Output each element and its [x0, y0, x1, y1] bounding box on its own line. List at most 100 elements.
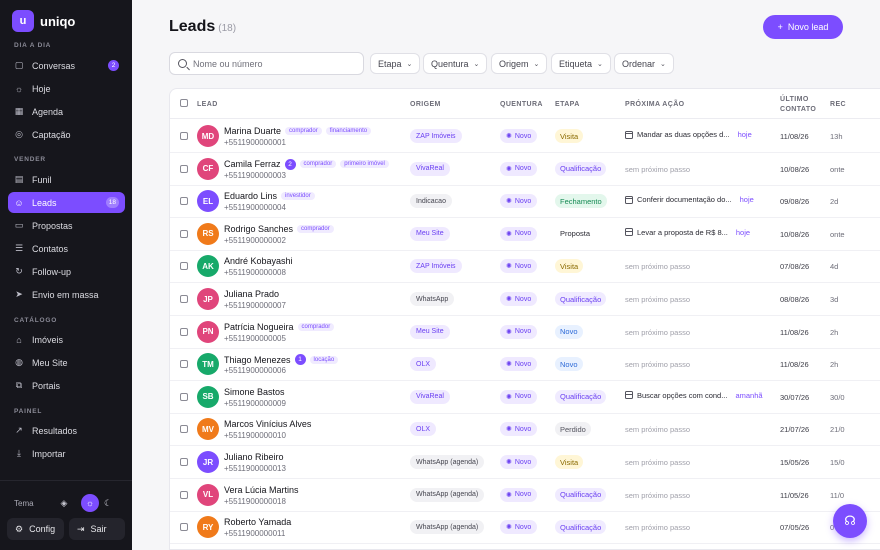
quentura-badge[interactable]: ✺ Novo — [500, 455, 538, 469]
row-checkbox[interactable] — [180, 164, 188, 173]
etapa-badge[interactable]: Novo — [555, 357, 583, 372]
sidebar-item-conversas[interactable]: ▢ Conversas 2 — [8, 55, 125, 76]
etapa-badge[interactable]: Qualificação — [555, 292, 607, 306]
row-checkbox[interactable] — [180, 197, 188, 206]
sidebar-item-imoveis[interactable]: ⌂ Imóveis — [8, 329, 125, 350]
column-lead[interactable]: LEAD — [197, 101, 218, 108]
filter-etapa[interactable]: Etapa ⌄ — [370, 53, 421, 74]
column-proxima-acao[interactable]: PRÓXIMA AÇÃO — [625, 101, 685, 108]
table-row[interactable]: AK André Kobayashi +5511900000008 ZAP Imóve… — [170, 250, 880, 284]
quentura-badge[interactable]: ✺ Novo — [500, 389, 538, 404]
lead-name[interactable]: Camila Ferraz — [224, 159, 281, 170]
row-checkbox[interactable] — [180, 132, 188, 140]
sidebar-item-captacao[interactable]: ◎ Captação — [8, 124, 125, 145]
quentura-badge[interactable]: ✺ Novo — [500, 487, 538, 502]
row-checkbox[interactable] — [180, 262, 188, 271]
column-ultimo-contato-bottom[interactable]: CONTATO — [780, 106, 817, 113]
lead-name[interactable]: Juliano Ribeiro — [224, 452, 284, 462]
etapa-badge[interactable]: Visita — [555, 129, 584, 143]
table-row[interactable]: RY Roberto Yamada +5511900000011 WhatsApp (… — [170, 511, 880, 545]
quentura-badge[interactable]: ✺ Novo — [500, 161, 538, 176]
sidebar-item-resultados[interactable]: ↗ Resultados — [8, 420, 125, 441]
etapa-badge[interactable]: Qualificação — [555, 389, 607, 404]
quentura-badge[interactable]: ✺ Novo — [500, 194, 538, 209]
quentura-badge[interactable]: ✺ Novo — [500, 422, 538, 437]
lead-name[interactable]: Juliana Prado — [224, 289, 280, 299]
search-input[interactable] — [193, 58, 353, 69]
etapa-badge[interactable]: Fechamento — [555, 194, 607, 209]
table-row[interactable]: RS Rodrigo Sanches comprador +5511900000002… — [170, 218, 880, 251]
sidebar-item-agenda[interactable]: ▦ Agenda — [8, 101, 125, 122]
lead-name[interactable]: Simone Bastos — [224, 386, 285, 397]
table-row[interactable]: JP Juliana Prado +5511900000007 WhatsApp ✺ No… — [170, 283, 880, 316]
lead-name[interactable]: Vera Lúcia Martins — [224, 484, 299, 495]
sidebar-item-envio-em-massa[interactable]: ➤ Envio em massa — [8, 284, 125, 305]
table-row[interactable]: SB Simone Bastos +5511900000009 VivaReal ✺ No… — [170, 381, 880, 414]
etapa-badge[interactable]: Visita — [555, 455, 584, 469]
table-row[interactable]: JR Juliano Ribeiro +5511900000013 WhatsApp … — [170, 446, 880, 479]
quentura-badge[interactable]: ✺ Novo — [500, 520, 538, 535]
etapa-badge[interactable]: Proposta — [555, 226, 596, 241]
row-checkbox[interactable] — [180, 229, 188, 238]
table-row[interactable]: VL Vera Lúcia Martins +5511900000018 WhatsA… — [170, 479, 880, 512]
table-row[interactable]: TM Thiago Menezes 1 locação +5511900000006 OL… — [170, 348, 880, 382]
sidebar-item-leads[interactable]: ☺ Leads 18 — [8, 192, 125, 213]
brand[interactable]: u uniqo — [12, 10, 75, 32]
theme-system-icon[interactable]: ◈ — [60, 497, 68, 508]
row-checkbox[interactable] — [180, 295, 188, 303]
lead-name[interactable]: Marina Duarte — [224, 126, 282, 136]
lead-name[interactable]: Patrícia Nogueira — [224, 321, 294, 332]
filter-origem[interactable]: Origem ⌄ — [491, 53, 548, 74]
quentura-badge[interactable]: ✺ Novo — [500, 357, 538, 372]
next-action[interactable]: Mandar as duas opções d... hoje — [625, 130, 752, 139]
row-checkbox[interactable] — [180, 392, 188, 401]
sidebar-item-hoje[interactable]: ☼ Hoje — [8, 78, 125, 99]
table-row[interactable]: CF Camila Ferraz 2 comprador primeiro imóvel… — [170, 153, 880, 186]
next-action[interactable]: Levar a proposta de R$ 8... hoje — [625, 228, 750, 237]
row-checkbox[interactable] — [180, 327, 188, 336]
sidebar-item-funil[interactable]: ▤ Funil — [8, 169, 125, 190]
sidebar-item-follow-up[interactable]: ↻ Follow-up — [8, 261, 125, 282]
table-row[interactable]: PN Patrícia Nogueira comprador +55119000000… — [170, 316, 880, 349]
column-origem[interactable]: ORIGEM — [410, 101, 441, 108]
etapa-badge[interactable]: Visita — [555, 259, 584, 274]
filter-etiqueta[interactable]: Etiqueta ⌄ — [551, 53, 611, 74]
select-all-checkbox[interactable] — [180, 99, 188, 107]
next-action[interactable]: Conferir documentação do... hoje — [625, 195, 754, 204]
quentura-badge[interactable]: ✺ Novo — [500, 226, 538, 241]
next-action[interactable]: Buscar opções com cond... amanhã — [625, 391, 763, 400]
column-ultimo-contato-top[interactable]: ÚLTIMO — [780, 96, 809, 103]
row-checkbox[interactable] — [180, 458, 188, 466]
theme-light-icon[interactable]: ☼ — [81, 494, 99, 512]
sidebar-item-importar[interactable]: ⤓ Importar — [8, 443, 125, 464]
row-checkbox[interactable] — [180, 360, 188, 369]
etapa-badge[interactable]: Perdido — [555, 422, 591, 437]
lead-name[interactable]: Rodrigo Sanches — [224, 223, 294, 234]
etapa-badge[interactable]: Qualificação — [555, 487, 607, 502]
column-etapa[interactable]: ETAPA — [555, 101, 580, 108]
filter-quentura[interactable]: Quentura ⌄ — [423, 53, 488, 74]
quentura-badge[interactable]: ✺ Novo — [500, 259, 538, 274]
table-row[interactable]: MV Marcos Vinícius Alves +5511900000010 OLX… — [170, 413, 880, 447]
quentura-badge[interactable]: ✺ Novo — [500, 324, 538, 339]
etapa-badge[interactable]: Qualificação — [555, 161, 607, 176]
new-lead-button[interactable]: + Novo lead — [763, 15, 843, 39]
sidebar-item-propostas[interactable]: ▭ Propostas — [8, 215, 125, 236]
lead-name[interactable]: Thiago Menezes — [224, 354, 291, 365]
quentura-badge[interactable]: ✺ Novo — [500, 292, 538, 306]
lead-name[interactable]: Roberto Yamada — [224, 517, 292, 528]
row-checkbox[interactable] — [180, 523, 188, 532]
sidebar-item-contatos[interactable]: ☰ Contatos — [8, 238, 125, 259]
row-checkbox[interactable] — [180, 490, 188, 499]
config-button[interactable]: ⚙ Config — [7, 518, 64, 540]
filter-ordenar[interactable]: Ordenar ⌄ — [614, 53, 674, 74]
theme-dark-icon[interactable]: ☾ — [103, 497, 113, 508]
lead-name[interactable]: Marcos Vinícius Alves — [224, 419, 312, 430]
sidebar-item-meu-site[interactable]: ◍ Meu Site — [8, 352, 125, 373]
table-row[interactable]: MD Marina Duarte comprador financiamento +55… — [170, 120, 880, 153]
etapa-badge[interactable]: Novo — [555, 324, 583, 339]
column-quentura[interactable]: QUENTURA — [500, 101, 543, 108]
column-rec[interactable]: REC — [830, 101, 846, 108]
lead-name[interactable]: André Kobayashi — [224, 256, 293, 267]
etapa-badge[interactable]: Qualificação — [555, 520, 607, 535]
